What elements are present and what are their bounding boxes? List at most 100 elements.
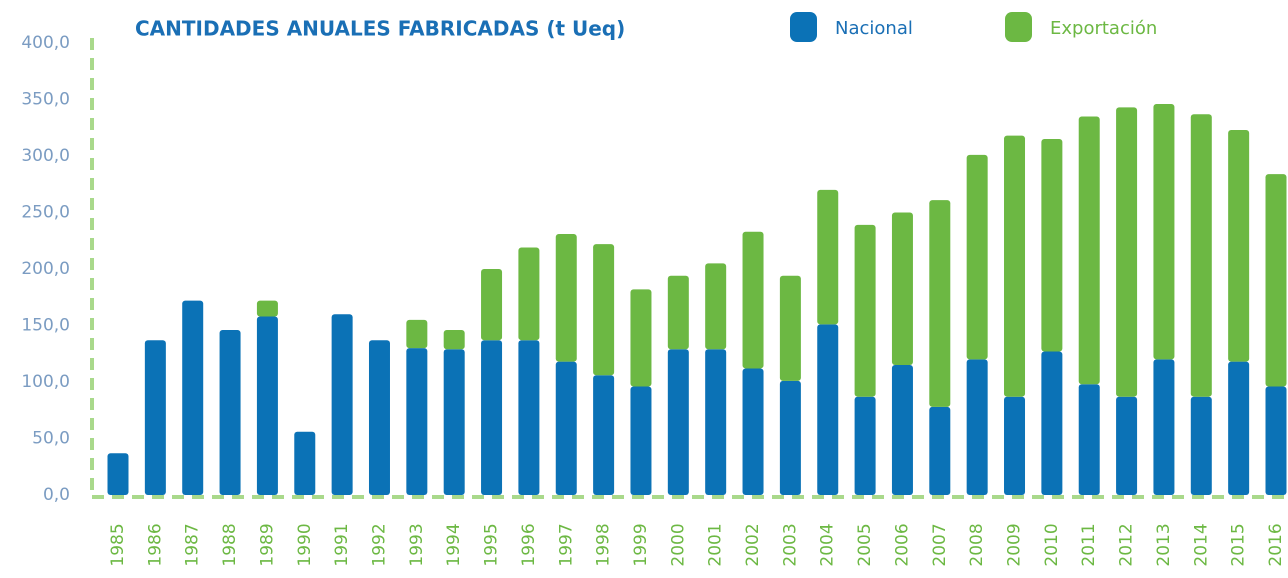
bar: [1004, 396, 1026, 495]
bar: [1004, 135, 1026, 397]
bar: [406, 319, 428, 349]
bar: [929, 200, 951, 407]
bar: [742, 368, 764, 495]
bar: [1265, 386, 1287, 495]
bar: [518, 340, 540, 495]
bar: [256, 316, 278, 495]
bar: [182, 300, 204, 495]
y-tick-label: 50,0: [32, 429, 70, 449]
x-tick-label: 1998: [594, 523, 614, 566]
bar: [966, 154, 988, 360]
bar: [593, 244, 615, 376]
bar: [929, 406, 951, 495]
x-tick-label: 1992: [369, 523, 389, 566]
bar: [1078, 384, 1100, 495]
x-tick-label: 1996: [519, 523, 539, 566]
bar: [630, 386, 652, 495]
x-tick-label: 2006: [892, 523, 912, 566]
x-tick-label: 2001: [706, 523, 726, 566]
x-tick-label: 2002: [743, 523, 763, 566]
bar: [1153, 359, 1175, 495]
bar: [1153, 104, 1175, 360]
y-tick-label: 150,0: [21, 316, 70, 336]
bar: [630, 289, 652, 387]
bar: [219, 330, 241, 495]
x-tick-label: 2015: [1229, 523, 1249, 566]
x-tick-label: 2009: [1005, 523, 1025, 566]
x-tick-label: 2005: [855, 523, 875, 566]
bar: [555, 233, 577, 362]
x-tick-label: 2014: [1191, 523, 1211, 566]
bar: [1265, 174, 1287, 387]
bar: [144, 340, 166, 495]
y-tick-label: 100,0: [21, 372, 70, 392]
legend-swatch: [790, 12, 817, 42]
bar: [593, 375, 615, 495]
x-tick-label: 2010: [1042, 523, 1062, 566]
y-tick-label: 400,0: [21, 33, 70, 53]
bar: [667, 275, 689, 350]
bar: [331, 314, 353, 495]
x-tick-label: 1999: [631, 523, 651, 566]
bar: [443, 349, 465, 495]
x-tick-label: 1991: [332, 523, 352, 566]
x-tick-label: 2004: [818, 523, 838, 566]
bar: [817, 189, 839, 325]
x-tick-label: 1989: [257, 523, 277, 566]
bar: [705, 263, 727, 350]
x-tick-label: 1995: [482, 523, 502, 566]
bar: [1041, 139, 1063, 352]
bar: [1228, 361, 1250, 495]
chart-title: CANTIDADES ANUALES FABRICADAS (t Ueq): [135, 17, 625, 41]
y-tick-label: 0,0: [43, 485, 70, 505]
x-tick-label: 1987: [183, 523, 203, 566]
bar: [1190, 396, 1212, 495]
bar: [294, 431, 316, 495]
bar: [891, 365, 913, 495]
bar: [406, 348, 428, 495]
x-tick-label: 1994: [444, 523, 464, 566]
bar: [1116, 107, 1138, 397]
x-tick-label: 2008: [967, 523, 987, 566]
bar: [481, 340, 503, 495]
bar: [481, 269, 503, 341]
x-tick-label: 1993: [407, 523, 427, 566]
y-tick-label: 200,0: [21, 259, 70, 279]
x-tick-label: 1985: [108, 523, 128, 566]
bar: [443, 330, 465, 350]
bar: [1078, 116, 1100, 385]
y-tick-label: 350,0: [21, 90, 70, 110]
bar: [368, 340, 390, 495]
x-tick-label: 2003: [780, 523, 800, 566]
bar: [1228, 130, 1250, 362]
x-tick-label: 1988: [220, 523, 240, 566]
bar: [779, 275, 801, 381]
bar: [966, 359, 988, 495]
x-tick-label: 1986: [145, 523, 165, 566]
y-tick-label: 250,0: [21, 203, 70, 223]
x-tick-label: 2016: [1266, 523, 1286, 566]
x-tick-label: 2000: [668, 523, 688, 566]
x-tick-label: 2011: [1079, 523, 1099, 566]
bar: [555, 361, 577, 495]
bar: [1041, 351, 1063, 495]
x-tick-label: 2013: [1154, 523, 1174, 566]
bar: [817, 324, 839, 495]
x-tick-label: 2007: [930, 523, 950, 566]
x-tick-label: 2012: [1117, 523, 1137, 566]
bar: [854, 224, 876, 397]
y-tick-label: 300,0: [21, 146, 70, 166]
bar: [1116, 396, 1138, 495]
bar: [779, 380, 801, 495]
legend-label: Exportación: [1050, 18, 1157, 39]
bar: [1190, 114, 1212, 397]
legend-label: Nacional: [835, 18, 913, 39]
x-tick-label: 1990: [295, 523, 315, 566]
bar: [107, 453, 129, 495]
bar: [891, 212, 913, 366]
x-tick-label: 1997: [556, 523, 576, 566]
bar: [667, 349, 689, 495]
bar: [705, 349, 727, 495]
legend-swatch: [1005, 12, 1032, 42]
